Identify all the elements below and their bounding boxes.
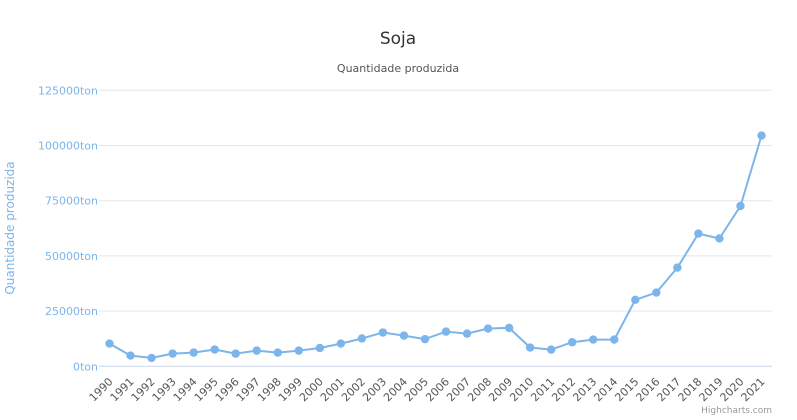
data-point-2021[interactable] <box>757 131 766 140</box>
y-tick-label: 25000ton <box>45 305 98 318</box>
data-point-1994[interactable] <box>189 348 198 357</box>
data-point-2017[interactable] <box>673 263 682 272</box>
data-point-2009[interactable] <box>504 323 514 333</box>
y-tick-label: 0ton <box>73 360 98 373</box>
data-point-1993[interactable] <box>168 349 177 358</box>
gridlines <box>99 89 772 367</box>
data-point-2001[interactable] <box>336 339 346 348</box>
chart-title: Soja <box>380 29 416 49</box>
x-axis-ticks: 1990199119921993199419951996199719981999… <box>87 375 768 404</box>
credits-link[interactable]: Highcharts.com <box>701 406 772 416</box>
data-point-2003[interactable] <box>378 328 388 337</box>
data-point-1999[interactable] <box>294 346 303 355</box>
data-point-1998[interactable] <box>273 348 282 357</box>
data-point-2006[interactable] <box>441 327 451 336</box>
data-point-2008[interactable] <box>483 324 493 333</box>
data-point-1990[interactable] <box>105 339 114 348</box>
data-point-2004[interactable] <box>399 331 409 340</box>
y-tick-label: 50000ton <box>45 250 98 263</box>
y-tick-label: 75000ton <box>45 195 98 208</box>
series-line <box>109 135 763 359</box>
data-point-2020[interactable] <box>736 201 745 211</box>
series-group <box>105 131 766 363</box>
data-point-2018[interactable] <box>694 229 703 238</box>
data-point-1996[interactable] <box>231 349 240 358</box>
x-tick-label: 2021 <box>739 375 768 404</box>
data-point-1997[interactable] <box>252 346 261 355</box>
data-point-2002[interactable] <box>357 334 367 343</box>
data-point-1992[interactable] <box>147 353 156 363</box>
data-point-2013[interactable] <box>589 335 598 344</box>
data-point-1991[interactable] <box>126 351 135 360</box>
y-axis-ticks: 0ton 25000ton 50000ton 75000ton 100000ton 125… <box>38 84 98 373</box>
data-point-2019[interactable] <box>715 234 724 243</box>
data-point-1995[interactable] <box>210 345 219 354</box>
data-point-2005[interactable] <box>420 334 430 344</box>
data-point-2016[interactable] <box>652 288 661 297</box>
data-point-2012[interactable] <box>568 338 577 347</box>
data-point-2000[interactable] <box>315 343 325 353</box>
y-tick-label: 100000ton <box>38 140 98 153</box>
data-point-2014[interactable] <box>610 335 619 344</box>
data-point-2007[interactable] <box>462 329 472 338</box>
chart-subtitle: Quantidade produzida <box>337 62 459 75</box>
data-point-2011[interactable] <box>546 345 556 354</box>
data-point-2015[interactable] <box>631 295 640 305</box>
y-axis-title: Quantidade produzida <box>3 161 17 294</box>
y-tick-label: 125000ton <box>38 84 98 97</box>
data-point-2010[interactable] <box>525 343 535 352</box>
